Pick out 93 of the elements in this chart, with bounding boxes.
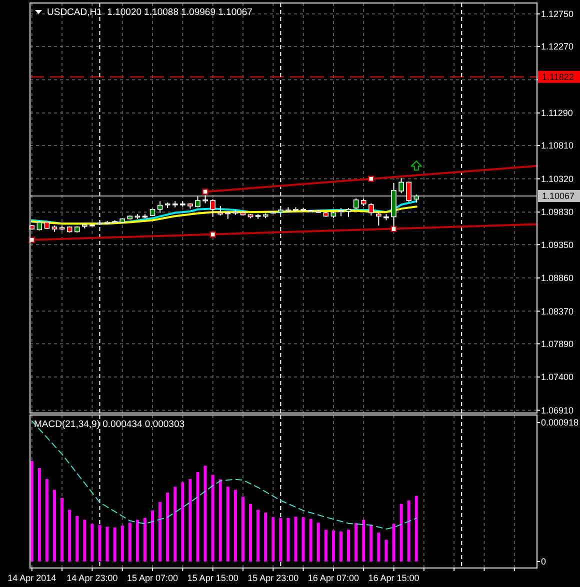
bar bbox=[174, 486, 177, 562]
y-tick-label: 1.11290 bbox=[541, 108, 573, 118]
bar bbox=[294, 516, 298, 562]
y-tick-label: 1.09350 bbox=[541, 240, 574, 250]
bar bbox=[407, 500, 410, 562]
bar bbox=[90, 524, 94, 562]
y-tick-label: 1.12750 bbox=[541, 9, 574, 20]
point bbox=[390, 226, 397, 232]
bar bbox=[120, 526, 124, 562]
bar bbox=[158, 502, 162, 562]
bar bbox=[211, 474, 214, 562]
bar bbox=[279, 518, 282, 562]
point bbox=[210, 231, 216, 238]
y-tick-label: 1.08370 bbox=[541, 306, 574, 316]
bar bbox=[347, 530, 350, 562]
bar bbox=[76, 516, 79, 562]
bar bbox=[309, 518, 312, 562]
bar bbox=[218, 479, 222, 562]
line-series bbox=[31, 420, 417, 530]
y-tick-label: 1.07890 bbox=[541, 338, 574, 349]
x-tick-label: 16 Apr 07:00 bbox=[308, 573, 359, 583]
bar bbox=[354, 523, 358, 562]
bar bbox=[384, 540, 388, 562]
bar bbox=[38, 468, 41, 562]
text: USDCAD,H1 1.10020 1.10088 1.09969 1.10067 bbox=[47, 7, 252, 18]
bar bbox=[113, 527, 116, 562]
candlestick bbox=[353, 198, 359, 210]
bar bbox=[324, 530, 328, 562]
bar bbox=[249, 504, 252, 562]
candlestick bbox=[368, 202, 374, 216]
bar bbox=[181, 482, 184, 562]
bar bbox=[188, 479, 192, 562]
bar bbox=[286, 518, 290, 562]
bar bbox=[196, 472, 200, 562]
y-tick-label: 1.09830 bbox=[541, 207, 574, 218]
ref-line-label: 1.10067 bbox=[542, 191, 575, 202]
x-tick-label: 15 Apr 15:00 bbox=[187, 573, 238, 583]
line-series bbox=[30, 206, 418, 225]
bar bbox=[166, 492, 170, 562]
candlestick bbox=[376, 212, 382, 226]
bar bbox=[226, 486, 230, 562]
x-tick-label: 15 Apr 07:00 bbox=[126, 573, 178, 583]
candlestick bbox=[406, 181, 412, 202]
bar bbox=[143, 518, 146, 562]
bar bbox=[128, 522, 132, 562]
bar bbox=[392, 524, 396, 562]
x-tick-label: 14 Apr 2014 bbox=[8, 573, 56, 583]
bar bbox=[272, 517, 275, 562]
bar bbox=[370, 525, 373, 562]
bar bbox=[45, 479, 48, 562]
point bbox=[368, 176, 374, 182]
bar bbox=[377, 532, 380, 562]
text: MACD(21,34,9) 0.000434 0.000303 bbox=[34, 419, 185, 430]
y-tick-label: 1.08860 bbox=[541, 273, 574, 284]
bar bbox=[362, 520, 366, 562]
bar bbox=[256, 510, 260, 562]
y-tick-label: 1.07400 bbox=[541, 372, 574, 382]
y-tick-label: 0.000918 bbox=[541, 418, 579, 428]
bar bbox=[414, 496, 418, 562]
point bbox=[202, 188, 208, 195]
bar bbox=[302, 517, 305, 562]
bar bbox=[98, 524, 102, 562]
bar bbox=[53, 490, 56, 562]
bar bbox=[234, 490, 237, 562]
candlestick bbox=[36, 220, 42, 231]
bar bbox=[339, 532, 342, 562]
bar bbox=[316, 522, 320, 562]
bar bbox=[151, 510, 154, 562]
bar bbox=[83, 520, 86, 562]
y-tick-label: 1.10810 bbox=[541, 140, 574, 151]
x-tick-label: 15 Apr 23:00 bbox=[248, 573, 299, 583]
bar bbox=[30, 460, 34, 562]
bar bbox=[204, 466, 207, 562]
y-tick-label: 1.12270 bbox=[541, 42, 574, 52]
candlestick bbox=[157, 200, 163, 214]
ref-line-label: 1.11822 bbox=[542, 72, 574, 82]
y-tick-label: 1.06910 bbox=[541, 405, 574, 416]
x-tick-label: 14 Apr 23:00 bbox=[66, 573, 118, 583]
candlestick bbox=[210, 198, 216, 218]
bar bbox=[136, 520, 139, 562]
bar bbox=[400, 504, 403, 562]
candlestick bbox=[195, 196, 200, 208]
bar bbox=[264, 512, 268, 562]
candlestick bbox=[398, 178, 404, 194]
bar bbox=[60, 498, 64, 562]
bar bbox=[106, 526, 109, 562]
bar bbox=[332, 530, 335, 562]
y-tick-label: 0 bbox=[541, 556, 546, 567]
x-tick-label: 16 Apr 15:00 bbox=[368, 573, 420, 583]
bar bbox=[241, 496, 244, 562]
y-tick-label: 1.10320 bbox=[541, 174, 574, 184]
candlestick bbox=[218, 205, 224, 216]
bar bbox=[68, 510, 72, 562]
